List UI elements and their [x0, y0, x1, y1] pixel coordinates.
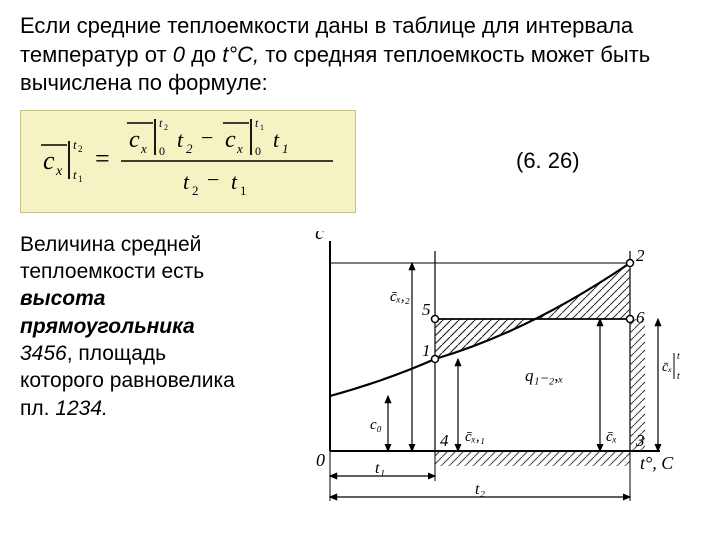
svg-text:t: t — [183, 169, 190, 194]
equation-number: (6. 26) — [516, 148, 580, 174]
svg-text:−: − — [201, 125, 213, 150]
svg-text:−: − — [207, 167, 219, 192]
formula-row: c x t 2 t 1 = c x t 2 0 t 2 − c x — [20, 110, 700, 213]
svg-text:t: t — [273, 127, 280, 152]
svg-text:c̄ₓ,₁: c̄ₓ,₁ — [465, 429, 485, 445]
svg-text:c̄ₓ: c̄ₓ — [606, 429, 617, 445]
svg-text:1: 1 — [240, 183, 247, 198]
svg-text:4: 4 — [440, 431, 449, 450]
desc-l7a: пл. — [20, 397, 55, 420]
axis-y-label: c — [315, 231, 324, 244]
svg-text:c₀: c₀ — [370, 417, 382, 433]
svg-text:c̄ₓ: c̄ₓ — [662, 360, 672, 375]
svg-text:2: 2 — [636, 246, 645, 265]
svg-text:q₁₋₂,ₓ: q₁₋₂,ₓ — [525, 366, 564, 385]
desc-l3: высота — [20, 287, 105, 310]
svg-text:2: 2 — [192, 183, 199, 198]
desc-l6: которого равновелика — [20, 369, 235, 392]
svg-text:t₁: t₁ — [677, 371, 680, 382]
svg-text:x: x — [55, 164, 63, 179]
svg-text:1: 1 — [260, 123, 264, 132]
svg-text:t: t — [73, 167, 77, 182]
svg-text:=: = — [95, 144, 110, 173]
svg-text:6: 6 — [636, 308, 645, 327]
svg-text:2: 2 — [164, 123, 168, 132]
desc-l2: теплоемкости есть — [20, 260, 204, 283]
intro-paragraph: Если средние теплоемкости даны в таблице… — [20, 12, 700, 98]
formula-box: c x t 2 t 1 = c x t 2 0 t 2 − c x — [20, 110, 356, 213]
desc-l5: 3456 — [20, 342, 67, 365]
svg-text:t: t — [177, 127, 184, 152]
heat-capacity-diagram: c t°, C 0 — [280, 231, 680, 511]
svg-text:3: 3 — [635, 431, 645, 450]
svg-text:x: x — [236, 141, 243, 156]
svg-text:t₁: t₁ — [375, 460, 385, 477]
svg-text:c: c — [225, 127, 236, 153]
intro-text-3: до — [185, 42, 222, 67]
svg-text:x: x — [140, 141, 147, 156]
svg-text:t: t — [159, 117, 163, 130]
description: Величина средней теплоемкости есть высот… — [20, 231, 280, 516]
svg-text:t: t — [255, 117, 259, 130]
desc-l5b: , площадь — [67, 342, 166, 365]
svg-text:1: 1 — [78, 174, 83, 184]
svg-text:t: t — [231, 169, 238, 194]
svg-text:0: 0 — [159, 144, 165, 158]
intro-text-2: температур от — [20, 42, 173, 67]
intro-text-5: вычислена по формуле: — [20, 70, 268, 95]
svg-text:1: 1 — [422, 341, 431, 360]
lower-section: Величина средней теплоемкости есть высот… — [20, 231, 700, 516]
origin-label: 0 — [316, 450, 325, 470]
desc-l1: Величина средней — [20, 233, 201, 256]
intro-zero: 0 — [173, 42, 185, 67]
svg-text:c: c — [43, 146, 55, 175]
svg-text:c̄ₓ,₂: c̄ₓ,₂ — [390, 289, 410, 305]
svg-text:0: 0 — [255, 144, 261, 158]
svg-text:t: t — [73, 137, 77, 152]
svg-text:t₂: t₂ — [475, 481, 485, 498]
axis-x-label: t°, C — [640, 453, 674, 473]
desc-l4: прямоугольника — [20, 315, 195, 338]
diagram-container: c t°, C 0 — [280, 231, 700, 516]
svg-text:c: c — [129, 127, 140, 153]
svg-text:1: 1 — [282, 141, 289, 156]
svg-text:2: 2 — [78, 144, 83, 154]
svg-text:2: 2 — [186, 141, 193, 156]
formula-svg: c x t 2 t 1 = c x t 2 0 t 2 − c x — [33, 117, 343, 201]
intro-text-1: Если средние теплоемкости даны в таблице… — [20, 13, 633, 38]
svg-text:5: 5 — [422, 300, 431, 319]
svg-text:t₂: t₂ — [677, 351, 680, 362]
intro-text-4: то средняя теплоемкость может быть — [259, 42, 650, 67]
desc-l7b: 1234. — [55, 397, 108, 420]
intro-tC: t°C, — [222, 42, 259, 67]
